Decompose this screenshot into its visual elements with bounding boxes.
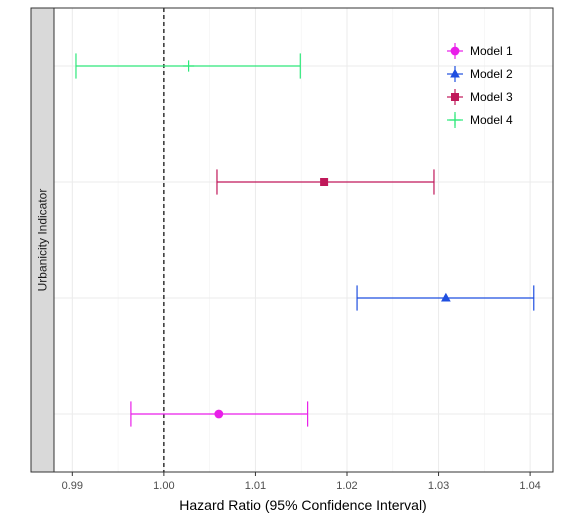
legend-marker (450, 46, 460, 56)
point-estimate (441, 292, 451, 302)
plot-panel (54, 8, 553, 472)
error-bar-model-1 (130, 401, 309, 427)
error-bar-model-2 (356, 285, 535, 311)
x-axis: 0.99 1.00 1.01 1.02 1.03 1.04 (62, 472, 541, 492)
x-axis-title: Hazard Ratio (95% Confidence Interval) (179, 497, 426, 513)
legend-label: Model 1 (470, 44, 513, 58)
error-bar-model-3 (216, 169, 435, 195)
legend-marker (450, 68, 460, 78)
legend-label: Model 4 (470, 113, 513, 127)
x-tick-label: 1.04 (519, 480, 540, 492)
point-estimate (182, 60, 195, 72)
legend-item-model-1: Model 1 (447, 43, 513, 59)
legend-item-model-2: Model 2 (447, 66, 513, 82)
legend-label: Model 2 (470, 67, 513, 81)
error-bar-model-4 (75, 53, 301, 79)
legend-item-model-4: Model 4 (447, 112, 513, 128)
x-tick-label: 1.00 (153, 480, 174, 492)
legend-marker (451, 93, 459, 101)
legend-marker (449, 114, 461, 126)
legend-label: Model 3 (470, 90, 513, 104)
x-tick-label: 1.02 (336, 480, 357, 492)
panel-border (53, 7, 554, 473)
x-tick-label: 1.01 (245, 480, 266, 492)
x-tick-label: 0.99 (62, 480, 83, 492)
facet-strip-label: Urbanicity Indicator (36, 189, 50, 292)
point-estimate (214, 409, 224, 419)
legend: Model 1 Model 2 Model 3 Model 4 (447, 43, 513, 128)
x-tick-label: 1.03 (428, 480, 449, 492)
error-bars (75, 53, 535, 427)
point-estimate (320, 178, 329, 186)
legend-item-model-3: Model 3 (447, 89, 513, 105)
